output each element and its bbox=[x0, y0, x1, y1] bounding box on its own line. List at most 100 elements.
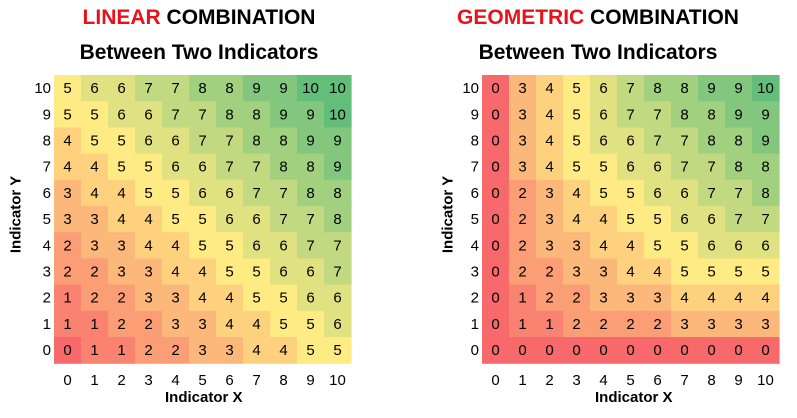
heatmap-cell bbox=[270, 153, 298, 181]
heatmap-cell bbox=[563, 101, 591, 128]
heatmap-cell bbox=[162, 310, 190, 338]
heatmap-cell-value: 5 bbox=[306, 342, 314, 359]
heatmap-cell bbox=[189, 310, 217, 338]
heatmap-cell-value: 4 bbox=[117, 211, 125, 228]
heatmap-cell-value: 9 bbox=[306, 106, 314, 123]
heatmap-cell-value: 7 bbox=[225, 159, 233, 176]
heatmap-cell bbox=[725, 101, 753, 128]
heatmap-cell-value: 2 bbox=[626, 316, 634, 333]
heatmap-cell bbox=[590, 206, 618, 233]
heatmap-cell-value: 6 bbox=[144, 106, 152, 123]
heatmap-cell-value: 6 bbox=[333, 290, 341, 307]
heatmap-cell-value: 5 bbox=[144, 159, 152, 176]
heatmap-cell-value: 6 bbox=[680, 185, 688, 202]
heatmap-cell-value: 6 bbox=[171, 133, 179, 150]
x-tick-label: 5 bbox=[198, 372, 206, 389]
linear-y-axis-label: Indicator Y bbox=[7, 175, 25, 254]
heatmap-cell-value: 3 bbox=[545, 211, 553, 228]
heatmap-cell-value: 10 bbox=[329, 80, 346, 97]
heatmap-cell-value: 8 bbox=[734, 133, 742, 150]
heatmap-cell-value: 7 bbox=[333, 264, 341, 281]
y-tick-label: 8 bbox=[471, 133, 479, 150]
heatmap-cell bbox=[270, 232, 298, 259]
heatmap-cell bbox=[671, 153, 699, 181]
heatmap-cell-value: 4 bbox=[63, 133, 71, 150]
y-tick-label: 0 bbox=[471, 342, 479, 359]
heatmap-cell bbox=[243, 153, 271, 181]
heatmap-cell-value: 4 bbox=[545, 133, 553, 150]
heatmap-cell-value: 0 bbox=[653, 342, 661, 359]
heatmap-cell-value: 5 bbox=[198, 211, 206, 228]
heatmap-cell bbox=[324, 127, 352, 155]
heatmap-cell bbox=[54, 258, 82, 286]
y-tick-label: 7 bbox=[43, 159, 51, 176]
heatmap-cell-value: 2 bbox=[144, 316, 152, 333]
heatmap-cell bbox=[590, 179, 618, 207]
heatmap-cell bbox=[644, 284, 672, 312]
heatmap-cell-value: 5 bbox=[572, 159, 580, 176]
heatmap-cell-value: 1 bbox=[90, 316, 98, 333]
heatmap-cell-value: 7 bbox=[171, 80, 179, 97]
heatmap-cell-value: 0 bbox=[572, 342, 580, 359]
heatmap-cell bbox=[189, 179, 217, 207]
x-tick-label: 9 bbox=[306, 372, 314, 389]
heatmap-cell-value: 5 bbox=[198, 237, 206, 254]
heatmap-cell-value: 6 bbox=[626, 159, 634, 176]
heatmap-cell bbox=[54, 101, 82, 128]
heatmap-cell-value: 9 bbox=[252, 80, 260, 97]
heatmap-cell-value: 7 bbox=[198, 106, 206, 123]
heatmap-cell bbox=[536, 206, 564, 233]
heatmap-cell bbox=[509, 127, 537, 155]
heatmap-cell bbox=[590, 232, 618, 259]
heatmap-cell bbox=[297, 153, 325, 181]
y-tick-label: 7 bbox=[471, 159, 479, 176]
heatmap-cell-value: 5 bbox=[680, 237, 688, 254]
heatmap-cell bbox=[162, 101, 190, 128]
heatmap-cell bbox=[324, 179, 352, 207]
heatmap-cell bbox=[108, 337, 136, 364]
heatmap-cell bbox=[297, 127, 325, 155]
heatmap-cell-value: 1 bbox=[518, 316, 526, 333]
heatmap-cell-value: 10 bbox=[757, 80, 774, 97]
heatmap-cell-value: 9 bbox=[279, 80, 287, 97]
heatmap-cell-value: 6 bbox=[90, 80, 98, 97]
heatmap-cell-value: 6 bbox=[306, 264, 314, 281]
heatmap-cell-value: 7 bbox=[144, 80, 152, 97]
heatmap-cell-value: 6 bbox=[117, 106, 125, 123]
heatmap-cell-value: 0 bbox=[491, 237, 499, 254]
heatmap-cell-value: 7 bbox=[707, 159, 715, 176]
heatmap-cell-value: 5 bbox=[761, 264, 769, 281]
heatmap-cell bbox=[698, 75, 726, 102]
heatmap-cell-value: 5 bbox=[63, 80, 71, 97]
heatmap-cell-value: 2 bbox=[171, 342, 179, 359]
heatmap-cell bbox=[297, 179, 325, 207]
heatmap-cell-value: 3 bbox=[63, 211, 71, 228]
heatmap-cell bbox=[216, 284, 244, 312]
heatmap-cell bbox=[270, 127, 298, 155]
heatmap-cell bbox=[135, 127, 163, 155]
heatmap-cell bbox=[644, 232, 672, 259]
heatmap-cell bbox=[563, 206, 591, 233]
heatmap-cell-value: 5 bbox=[90, 133, 98, 150]
heatmap-cell bbox=[698, 179, 726, 207]
heatmap-cell bbox=[81, 258, 109, 286]
heatmap-cell bbox=[54, 337, 82, 364]
heatmap-cell-value: 7 bbox=[252, 159, 260, 176]
heatmap-cell bbox=[297, 101, 325, 128]
heatmap-cell bbox=[54, 310, 82, 338]
y-tick-label: 4 bbox=[43, 237, 51, 254]
linear-subtitle: Between Two Indicators bbox=[79, 41, 319, 64]
heatmap-cell bbox=[644, 179, 672, 207]
heatmap-cell bbox=[725, 153, 753, 181]
heatmap-cell bbox=[509, 337, 537, 364]
heatmap-cell bbox=[590, 284, 618, 312]
heatmap-cell-value: 4 bbox=[545, 80, 553, 97]
linear-title: LINEAR COMBINATION bbox=[0, 6, 398, 30]
heatmap-cell-value: 6 bbox=[653, 159, 661, 176]
x-tick-label: 3 bbox=[572, 372, 580, 389]
heatmap-cell-value: 3 bbox=[653, 290, 661, 307]
heatmap-cell bbox=[671, 337, 699, 364]
heatmap-cell bbox=[108, 284, 136, 312]
heatmap-cell bbox=[752, 153, 780, 181]
heatmap-cell-value: 3 bbox=[626, 290, 634, 307]
